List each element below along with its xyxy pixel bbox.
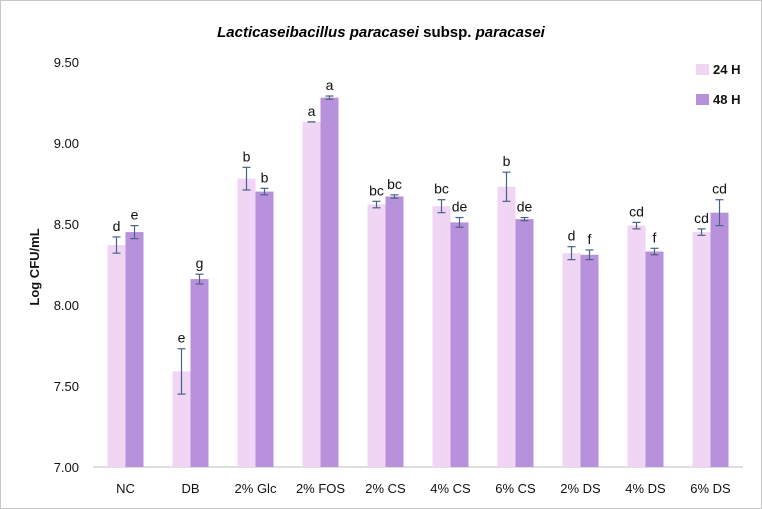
significance-label: cd [694,210,709,226]
chart-title: Lacticaseibacillus paracasei subsp. para… [217,24,546,41]
x-tick-label: 2% DS [560,481,601,496]
bar-48h [125,232,144,467]
y-tick-label: 9.50 [54,55,79,70]
significance-label: g [196,255,204,271]
bar-24h [627,225,646,467]
significance-label: a [308,103,316,119]
significance-label: b [261,169,269,185]
significance-label: bc [369,182,384,198]
legend-label-24h: 24 H [713,62,740,77]
y-tick-label: 8.00 [54,298,79,313]
bar-24h [692,232,711,467]
x-tick-label: 2% FOS [296,481,345,496]
y-tick-label: 7.50 [54,379,79,394]
significance-label: cd [629,203,644,219]
significance-label: d [113,218,121,234]
bar-24h [172,371,191,467]
bar-24h [107,245,126,467]
bar-48h [320,97,339,467]
significance-label: de [452,199,468,215]
significance-label: f [588,231,592,247]
chart-title-genus: Lacticaseibacillus paracasei [217,24,420,41]
bar-48h [385,196,404,467]
legend-swatch-48h [696,94,709,105]
significance-label: bc [387,176,402,192]
bar-48h [645,251,664,467]
x-tick-label: 2% Glc [235,481,277,496]
significance-label: a [326,77,334,93]
y-axis-label: Log CFU/mL [27,228,42,305]
bar-24h [302,121,321,467]
significance-label: b [243,148,251,164]
x-tick-label: 2% CS [365,481,406,496]
significance-label: b [503,153,511,169]
y-tick-label: 9.00 [54,136,79,151]
x-tick-label: 4% DS [625,481,666,496]
bar-48h [190,279,209,467]
bar-48h [515,219,534,467]
y-tick-label: 7.00 [54,460,79,475]
bar-24h [562,253,581,467]
bar-48h [710,212,729,467]
significance-label: e [178,330,186,346]
significance-label: de [517,199,533,215]
bar-48h [255,191,274,467]
bar-48h [580,254,599,467]
x-tick-label: 6% CS [495,481,536,496]
chart-title-subsp: subsp. [419,24,476,41]
significance-label: e [131,207,139,223]
x-tick-label: DB [181,481,199,496]
legend: 24 H 48 H [696,62,740,107]
legend-label-48h: 48 H [713,92,740,107]
x-tick-label: 4% CS [430,481,471,496]
bar-24h [237,178,256,467]
y-tick-label: 8.50 [54,217,79,232]
bar-24h [432,206,451,467]
significance-label: d [568,228,576,244]
legend-swatch-24h [696,64,709,75]
x-tick-label: NC [116,481,135,496]
bar-24h [367,204,386,467]
significance-label: f [653,229,657,245]
bar-24h [497,186,516,468]
significance-label: cd [712,181,727,197]
significance-label: bc [434,181,449,197]
bar-48h [450,222,469,467]
chart-title-species: paracasei [475,24,546,41]
x-tick-label: 6% DS [690,481,731,496]
